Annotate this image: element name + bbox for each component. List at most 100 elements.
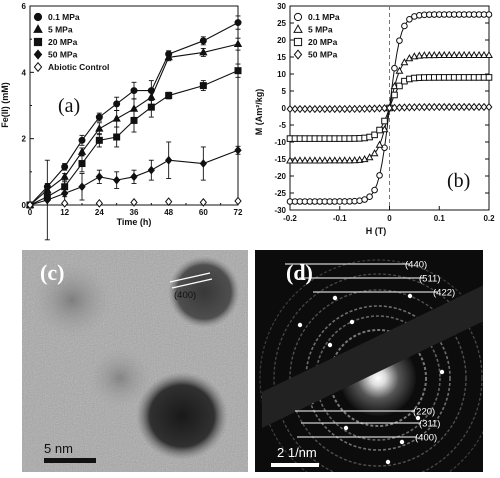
legend-marker	[293, 12, 303, 22]
data-point	[325, 156, 334, 164]
data-point	[300, 156, 309, 164]
data-point	[485, 74, 493, 81]
y-tick-label: 5	[282, 87, 287, 96]
data-point	[233, 39, 243, 48]
legend-label: 0.1 MPa	[48, 12, 80, 22]
data-point	[425, 51, 434, 59]
data-point	[199, 47, 208, 56]
data-point	[95, 124, 104, 132]
y-tick-label: -20	[274, 172, 286, 181]
data-point	[147, 165, 155, 175]
data-point	[199, 197, 207, 207]
legend-label: 20 MPa	[308, 37, 338, 47]
data-point	[430, 50, 439, 59]
ring-index-label: (422)	[433, 288, 455, 299]
data-point	[381, 104, 388, 113]
scale-bar-label: 5 nm	[44, 441, 73, 456]
data-point	[361, 104, 369, 113]
data-point	[305, 156, 314, 164]
y-tick-label: 4	[22, 68, 27, 77]
data-point	[386, 103, 393, 113]
data-point	[475, 102, 483, 112]
a-ylabel: Fe(II) (mM)	[0, 82, 10, 128]
data-point	[381, 117, 388, 125]
data-point	[470, 50, 479, 59]
ring-index-label: (440)	[405, 260, 427, 271]
data-point	[286, 104, 294, 114]
data-point	[450, 50, 459, 59]
data-point	[445, 50, 454, 59]
x-tick-label: 0.1	[434, 214, 446, 223]
y-tick-label: 2	[22, 135, 27, 144]
lattice-marker-line	[171, 278, 213, 289]
data-point	[460, 102, 468, 112]
data-point	[366, 193, 373, 200]
data-point	[435, 102, 443, 112]
y-tick-label: -10	[274, 138, 286, 147]
data-point	[296, 104, 304, 114]
data-point	[61, 189, 69, 198]
data-point	[234, 145, 242, 155]
data-point	[460, 50, 469, 59]
diffraction-spot	[297, 322, 303, 328]
legend-marker	[293, 49, 303, 60]
legend-marker	[293, 24, 303, 33]
data-point	[130, 197, 138, 207]
data-point	[465, 50, 474, 59]
data-point	[371, 104, 379, 113]
data-point	[401, 22, 408, 30]
legend-label: 50 MPa	[48, 50, 78, 60]
data-point	[77, 147, 87, 155]
data-point	[480, 50, 488, 59]
data-point	[420, 102, 428, 112]
legend-marker	[33, 49, 43, 60]
data-point	[376, 172, 383, 179]
y-tick-label: 30	[277, 2, 286, 11]
legend-marker	[33, 61, 43, 73]
diffraction-spot	[332, 295, 338, 301]
data-point	[391, 103, 398, 112]
data-point	[130, 87, 138, 95]
data-point	[326, 104, 334, 114]
data-point	[147, 103, 155, 111]
data-point	[95, 198, 103, 208]
data-point	[350, 156, 359, 164]
data-point	[366, 104, 374, 113]
x-tick-label: -0.1	[333, 214, 347, 223]
legend-label: 5 MPa	[308, 25, 333, 35]
diffraction-spot	[385, 459, 391, 465]
ring-index-label: (511)	[419, 274, 440, 285]
y-tick-label: 15	[277, 53, 286, 62]
data-point	[95, 113, 103, 121]
a-xlabel: Time (h)	[117, 217, 152, 227]
data-point	[78, 182, 86, 192]
data-point	[341, 104, 349, 114]
data-point	[311, 104, 319, 114]
data-point	[306, 104, 314, 114]
data-point	[112, 114, 121, 122]
data-point	[113, 133, 121, 141]
data-point	[396, 37, 403, 44]
panel-c-tem-image: (400) (c) 5 nm	[22, 250, 248, 472]
scale-bar	[44, 458, 96, 463]
y-tick-label: 0	[282, 104, 287, 113]
legend-label: 50 MPa	[308, 50, 338, 60]
panel-c-label: (c)	[40, 260, 64, 285]
data-point	[381, 144, 388, 152]
data-point	[234, 196, 242, 206]
nanoparticle-lower	[136, 372, 228, 460]
panel-a-label: (a)	[58, 95, 80, 117]
data-point	[410, 103, 418, 112]
data-point	[455, 102, 463, 112]
x-tick-label: 48	[164, 208, 173, 217]
data-point	[361, 196, 368, 203]
data-point	[113, 100, 121, 108]
b-xlabel: H (T)	[366, 226, 387, 236]
data-point	[475, 50, 483, 59]
data-point	[450, 102, 458, 112]
y-tick-label: -5	[279, 121, 287, 130]
ring-index-label: (220)	[413, 407, 435, 418]
data-point	[391, 64, 398, 72]
y-tick-label: 20	[277, 36, 286, 45]
